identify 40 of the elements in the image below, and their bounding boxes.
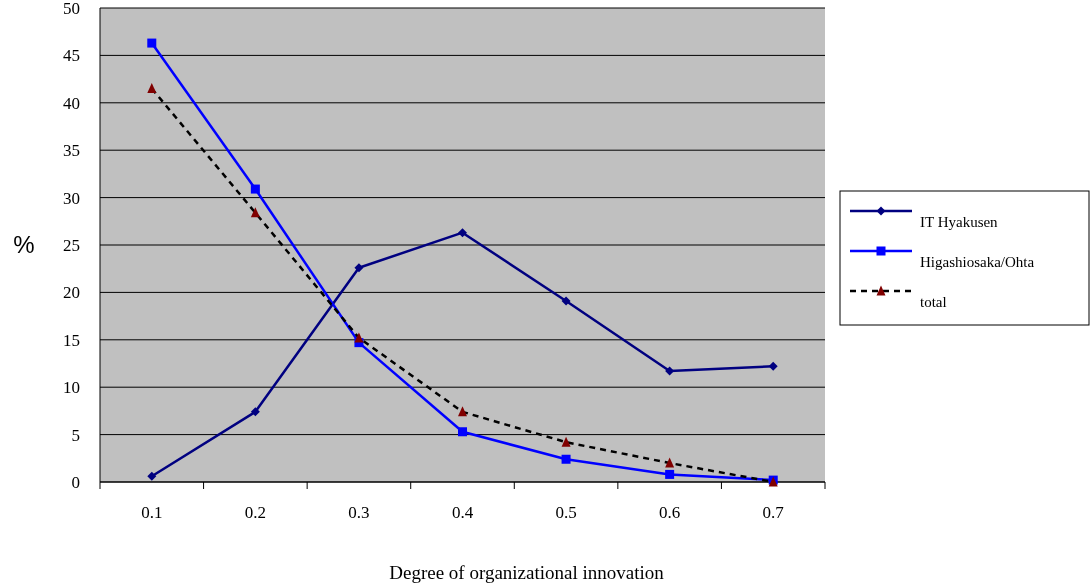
x-tick-label: 0.1 (141, 503, 163, 522)
point (458, 406, 467, 417)
y-tick-label: 20 (63, 283, 80, 303)
y-tick-label: 0 (71, 472, 80, 492)
y-axis-title: % (13, 231, 35, 258)
point (561, 436, 571, 447)
point (250, 407, 260, 417)
x-tick-label: 0.6 (659, 503, 681, 522)
point (458, 228, 467, 238)
y-tick-label: 45 (63, 46, 80, 66)
x-tick-label: 0.5 (555, 503, 577, 522)
text: IT Hyakusen (920, 214, 999, 230)
point (768, 361, 778, 371)
point (250, 184, 260, 194)
x-axis-title: Degree of organizational innovation (389, 562, 665, 583)
text: total (920, 294, 947, 310)
point (665, 469, 675, 479)
y-tick-label: 40 (63, 93, 80, 113)
point (561, 296, 571, 306)
point (147, 38, 157, 48)
x-tick-label: 0.7 (762, 503, 785, 522)
y-tick-label: 30 (63, 188, 80, 208)
point (147, 471, 157, 481)
x-tick-label: 0.2 (244, 503, 266, 522)
point (250, 207, 260, 218)
point (354, 263, 364, 273)
y-tick-label: 50 (63, 0, 80, 18)
y-tick-label: 10 (63, 378, 80, 398)
text: Higashiosaka/Ohta (920, 254, 1035, 270)
y-tick-label: 15 (63, 330, 80, 350)
x-tick-label: 0.4 (451, 503, 474, 522)
y-tick-label: 25 (63, 235, 80, 255)
x-tick-label: 0.3 (348, 503, 370, 522)
y-tick-label: 35 (63, 141, 80, 161)
point (147, 83, 157, 94)
point (354, 332, 364, 343)
point (665, 457, 675, 468)
y-tick-label: 5 (71, 425, 80, 445)
point (561, 454, 571, 464)
point (458, 427, 467, 437)
